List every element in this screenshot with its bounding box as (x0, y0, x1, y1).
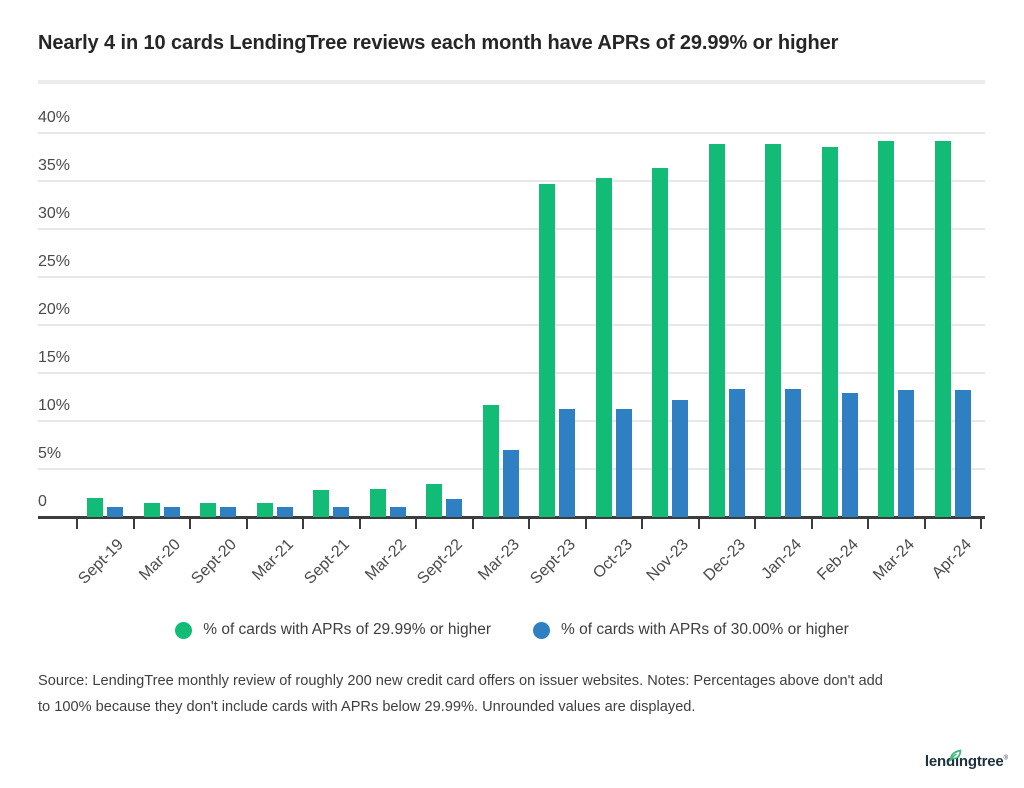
x-axis-tick (415, 519, 417, 529)
bar-apr-29_99-plus (313, 490, 330, 517)
bar-apr-29_99-plus (765, 144, 782, 517)
bar-apr-29_99-plus (934, 141, 951, 517)
bar-apr-29_99-plus (200, 503, 217, 517)
logo-text: lendingtree (924, 753, 1004, 770)
legend: % of cards with APRs of 29.99% or higher… (0, 621, 1024, 639)
bar-apr-29_99-plus (426, 484, 443, 517)
y-axis-tick-label: 10% (38, 397, 71, 414)
lendingtree-logo: lendingtree® (924, 749, 1008, 779)
x-axis-tick (754, 519, 756, 529)
bar-chart: 40% 35% 30% 25% 20% 15% 10% 5% 0 Sept-19 Mar-20 Sep… (38, 105, 985, 605)
y-axis-tick-label: 25% (38, 253, 71, 270)
bar-apr-30_00-plus (220, 507, 237, 517)
bar-apr-30_00-plus (785, 389, 802, 517)
x-axis-tick (923, 519, 926, 529)
source-note-line-2: to 100% because they don't include cards… (38, 699, 696, 715)
bar-apr-29_99-plus (878, 141, 895, 517)
bar-apr-30_00-plus (898, 390, 915, 517)
y-axis-tick-label: 5% (38, 445, 62, 462)
bar-apr-29_99-plus (821, 147, 838, 517)
source-note-line-1: Source: LendingTree monthly review of ro… (38, 673, 883, 689)
bar-apr-29_99-plus (482, 405, 499, 517)
bar-apr-30_00-plus (502, 450, 519, 517)
legend-label-blue: % of cards with APRs of 30.00% or higher (561, 621, 849, 638)
bar-apr-29_99-plus (369, 489, 386, 517)
x-axis-tick (132, 519, 135, 529)
bar-apr-30_00-plus (841, 393, 858, 517)
x-axis-tick (528, 519, 530, 529)
gridline (38, 420, 985, 422)
x-axis-tick (980, 519, 982, 529)
bar-apr-30_00-plus (276, 507, 293, 517)
legend-swatch-green (175, 621, 193, 639)
gridline (38, 372, 985, 374)
y-axis-tick-label: 30% (38, 205, 71, 222)
x-axis-tick (189, 519, 191, 529)
bar-apr-30_00-plus (333, 507, 350, 517)
bar-apr-29_99-plus (256, 503, 273, 517)
legend-swatch-blue (533, 621, 550, 639)
gridline (38, 324, 985, 326)
bar-apr-29_99-plus (708, 144, 725, 517)
gridline (38, 180, 985, 182)
gridline (38, 276, 985, 278)
x-axis-tick (76, 519, 78, 529)
bar-apr-30_00-plus (615, 409, 632, 517)
bar-apr-29_99-plus (143, 503, 160, 517)
x-axis-tick (358, 519, 361, 529)
registered-mark: ® (1003, 755, 1008, 762)
x-axis-line (38, 516, 985, 519)
page-title: Nearly 4 in 10 cards LendingTree reviews… (38, 32, 839, 54)
x-axis-tick (810, 519, 813, 529)
y-axis-tick-label: 35% (38, 157, 71, 174)
source-note: Source: LendingTree monthly review of ro… (38, 668, 988, 720)
bar-apr-29_99-plus (87, 498, 104, 517)
bar-apr-29_99-plus (539, 184, 556, 517)
bar-apr-30_00-plus (389, 507, 406, 517)
gridline (38, 228, 985, 230)
bar-apr-30_00-plus (163, 507, 180, 517)
x-axis-tick (584, 519, 587, 529)
legend-item-green: % of cards with APRs of 29.99% or higher (175, 621, 491, 639)
bar-apr-29_99-plus (652, 168, 669, 517)
bar-apr-30_00-plus (672, 400, 689, 517)
leaf-icon (948, 749, 962, 762)
x-axis-tick (867, 519, 869, 529)
title-divider (38, 80, 985, 84)
x-axis-tick (697, 519, 700, 529)
x-axis-tick (471, 519, 474, 529)
bar-apr-30_00-plus (446, 499, 463, 517)
y-axis-tick-label: 15% (38, 349, 71, 366)
bar-apr-30_00-plus (559, 409, 576, 517)
x-axis-tick (641, 519, 643, 529)
bar-apr-30_00-plus (107, 507, 124, 517)
x-axis-tick (302, 519, 304, 529)
legend-item-blue: % of cards with APRs of 30.00% or higher (533, 621, 849, 639)
gridline (38, 132, 985, 134)
bar-apr-30_00-plus (954, 390, 971, 517)
y-axis-tick-label: 40% (38, 109, 71, 126)
legend-label-green: % of cards with APRs of 29.99% or higher (203, 621, 491, 638)
y-axis-tick-label: 20% (38, 301, 71, 318)
bar-apr-30_00-plus (728, 389, 745, 517)
y-axis-tick-label: 0 (38, 493, 47, 510)
x-axis-tick (245, 519, 248, 529)
bar-apr-29_99-plus (595, 178, 612, 517)
